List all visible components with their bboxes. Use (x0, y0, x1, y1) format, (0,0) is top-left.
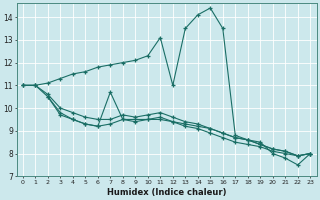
X-axis label: Humidex (Indice chaleur): Humidex (Indice chaleur) (107, 188, 226, 197)
